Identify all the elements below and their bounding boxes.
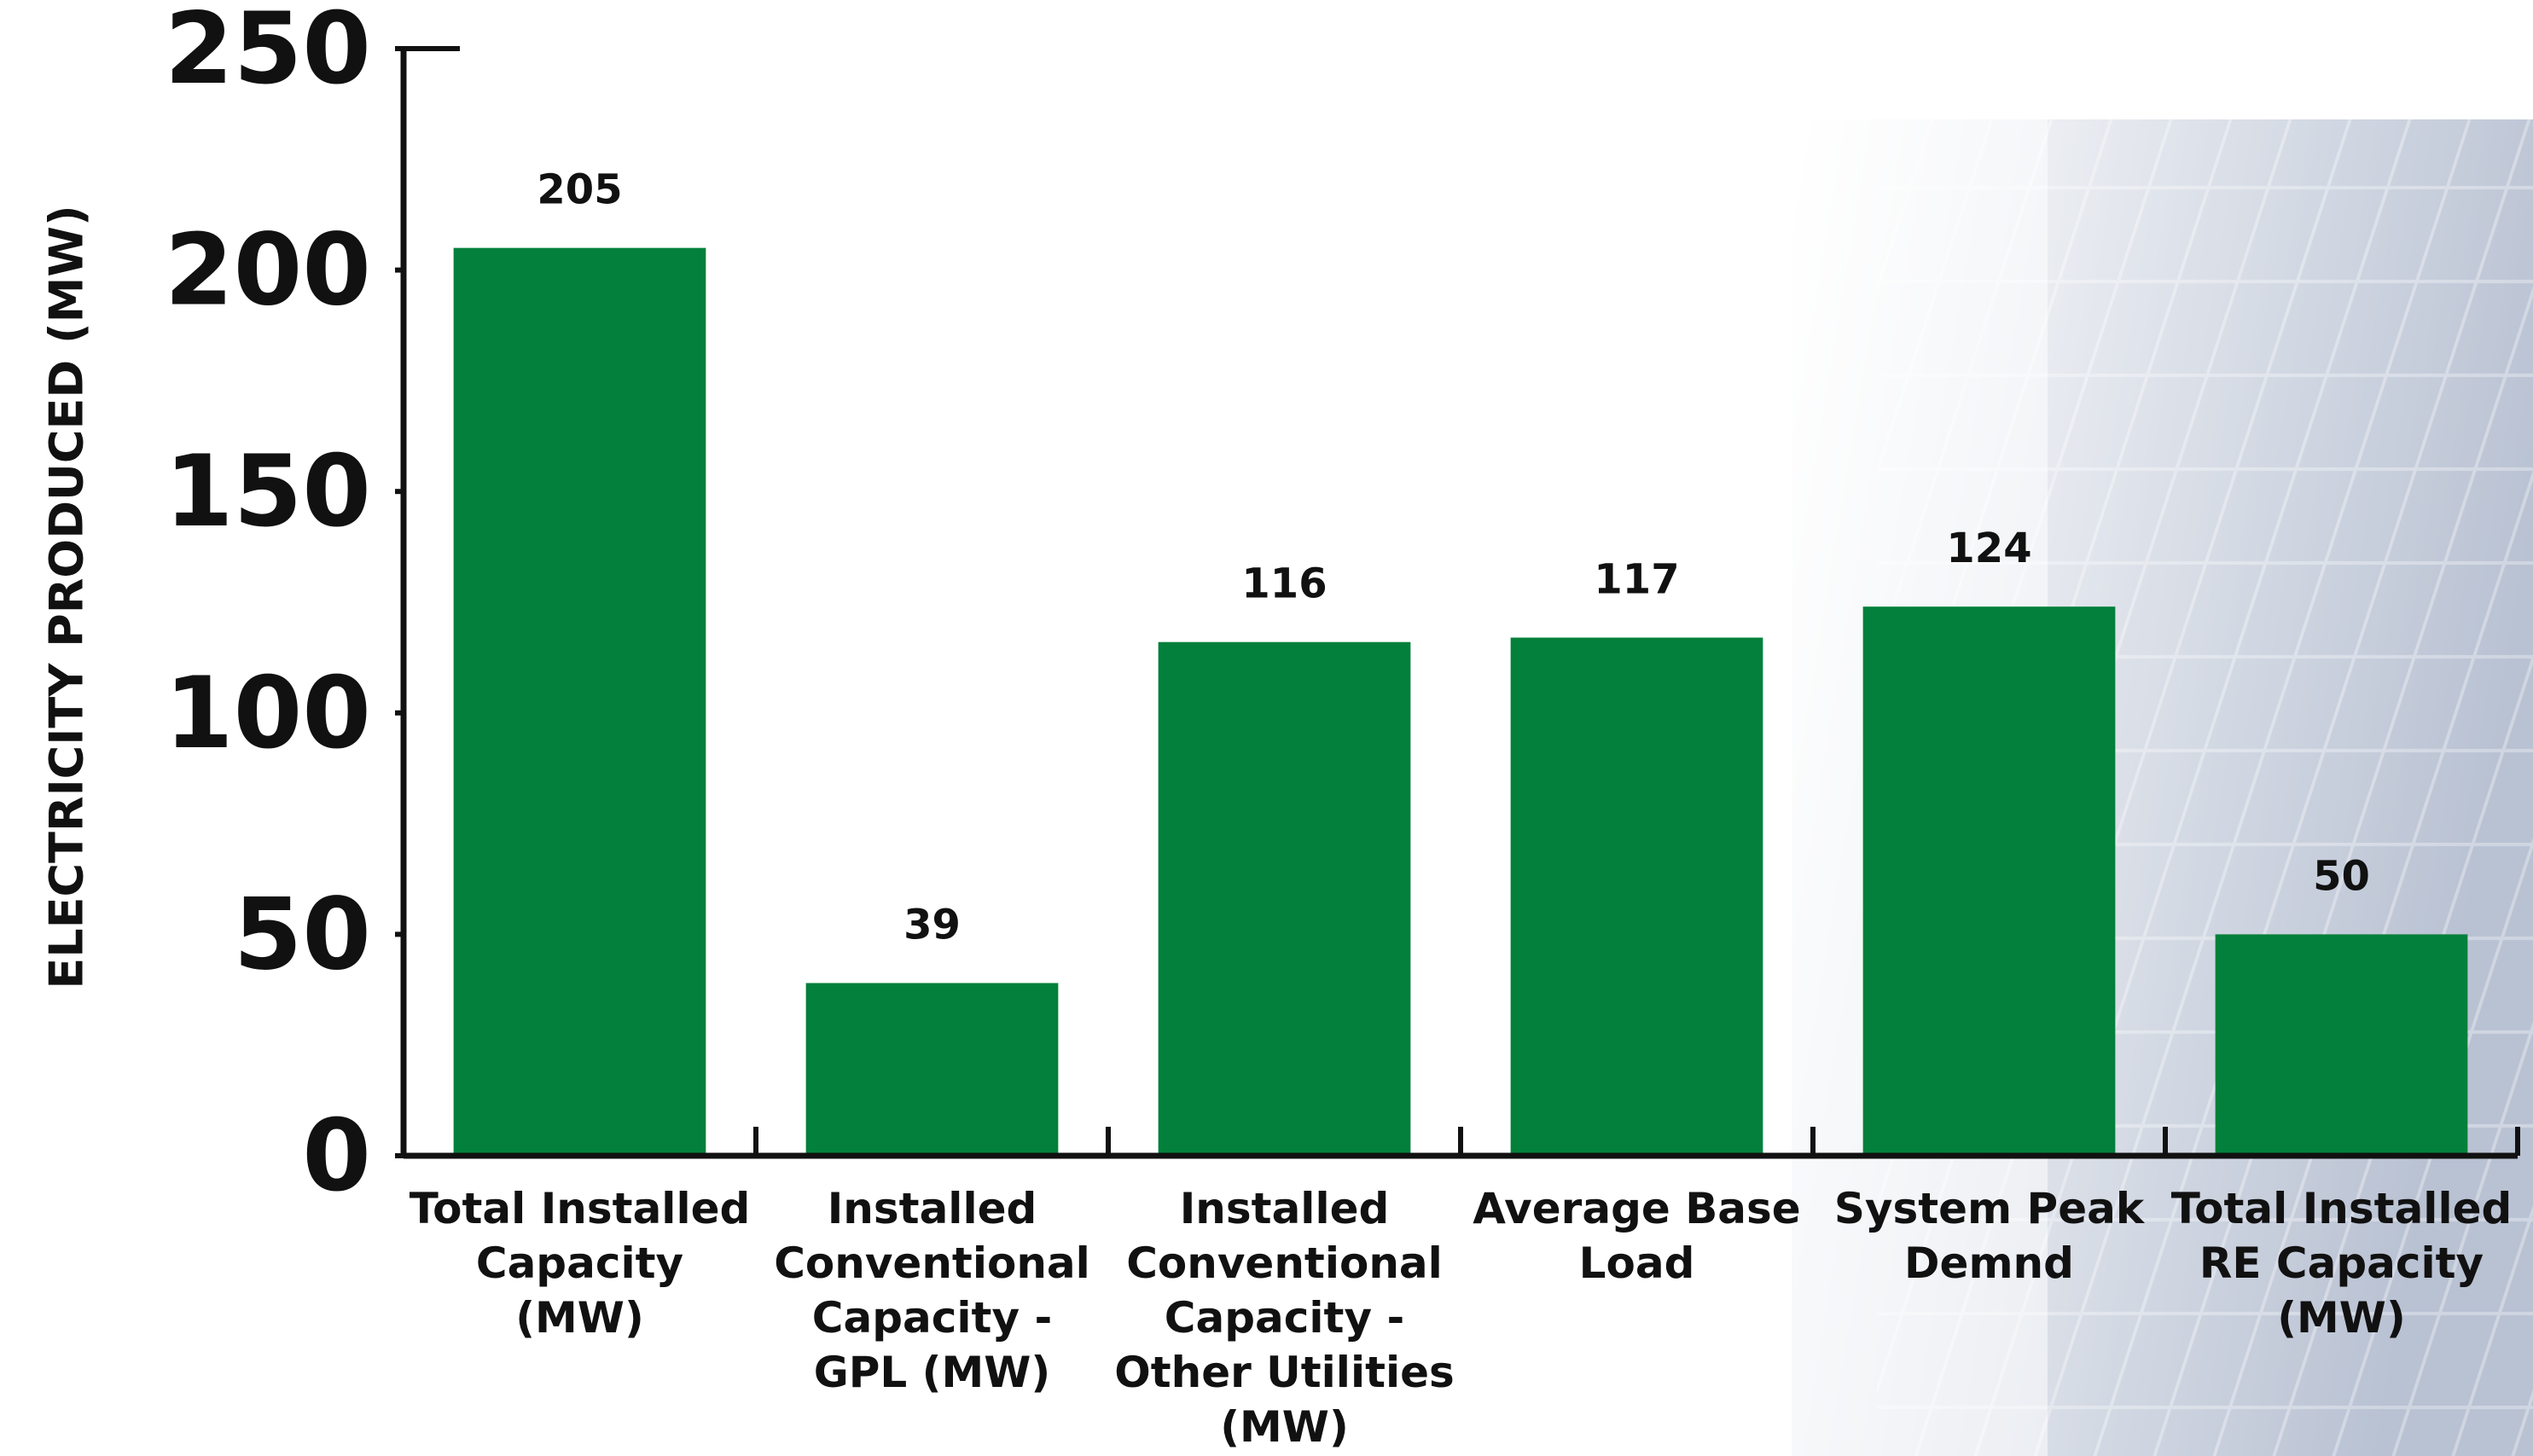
y-tick-label: 250 [165,0,371,107]
y-tick-label: 200 [165,213,371,328]
y-tick-label: 50 [234,877,371,992]
data-label: 116 [1241,560,1327,608]
x-tick-label: Average Base Load [1473,1184,1801,1288]
y-tick-label: 150 [165,434,371,549]
bar [805,983,1059,1156]
bar [453,247,706,1156]
data-label: 205 [537,166,622,214]
bar [1158,641,1411,1156]
x-tick-label: Installed Conventional Capacity - GPL (M… [774,1184,1090,1397]
y-axis-title: ELECTRICITY PRODUCED (MW) [40,205,94,989]
y-tick-label: 0 [302,1099,371,1214]
x-tick-label: System Peak Demnd [1833,1184,2145,1288]
data-label: 117 [1594,556,1679,604]
bar [1510,637,1763,1156]
x-tick-label: Total Installed Capacity (MW) [409,1184,751,1343]
data-label: 39 [903,902,961,949]
y-tick-label: 100 [165,656,371,771]
x-tick-label: Total Installed RE Capacity (MW) [2170,1184,2513,1343]
bar [1862,606,2116,1156]
data-label: 124 [1946,525,2031,572]
data-label: 50 [2313,852,2370,900]
bar [2215,934,2468,1156]
x-tick-label: Installed Conventional Capacity - Other … [1114,1184,1455,1452]
